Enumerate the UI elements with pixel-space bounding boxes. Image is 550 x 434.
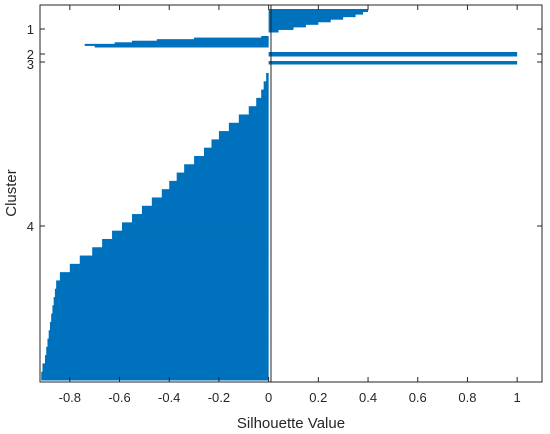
silhouette-bar xyxy=(141,205,269,215)
silhouette-bar xyxy=(51,313,269,323)
silhouette-bar xyxy=(266,73,269,82)
y-axis-label: Cluster xyxy=(3,169,20,217)
x-axis-ticks: -0.8 -0.6 -0.4 -0.2 0 0.2 0.4 0.6 0.8 1 xyxy=(59,5,521,405)
silhouette-bar xyxy=(176,172,269,182)
silhouette-bar xyxy=(102,238,269,248)
silhouette-bar xyxy=(47,338,269,348)
y-tick-label: 4 xyxy=(27,219,34,234)
y-tick-label: 3 xyxy=(27,57,34,72)
x-tick-label: 0.2 xyxy=(309,390,327,405)
silhouette-bar xyxy=(52,305,269,315)
silhouette-bar xyxy=(268,19,331,23)
x-tick-label: 0.8 xyxy=(458,390,476,405)
silhouette-bar xyxy=(194,37,269,40)
silhouette-bar xyxy=(263,81,269,91)
plot-frame xyxy=(39,4,543,383)
silhouette-bar xyxy=(268,29,279,33)
silhouette-bar xyxy=(46,346,269,356)
x-axis-label: Silhouette Value xyxy=(237,415,345,432)
silhouette-bar xyxy=(161,189,269,198)
silhouette-bar xyxy=(59,272,269,281)
x-tick-label: -0.8 xyxy=(59,390,81,405)
silhouette-bar xyxy=(268,24,306,28)
silhouette-bar xyxy=(268,21,319,25)
silhouette-bar xyxy=(42,363,269,373)
x-tick-label: 0.6 xyxy=(409,390,427,405)
silhouette-bar xyxy=(238,114,269,124)
y-axis-ticks: 1 23 4 xyxy=(27,22,542,234)
silhouette-bar xyxy=(69,263,269,273)
x-tick-label: -0.2 xyxy=(208,390,230,405)
silhouette-bar xyxy=(56,280,269,290)
silhouette-bar xyxy=(268,26,294,30)
silhouette-bar xyxy=(114,42,269,45)
silhouette-bar xyxy=(151,197,269,207)
silhouette-bar xyxy=(248,106,269,115)
silhouette-bar xyxy=(194,155,269,165)
x-tick-label: -0.6 xyxy=(108,390,130,405)
silhouette-bar xyxy=(184,164,269,174)
silhouette-bar xyxy=(112,230,269,240)
silhouette-bar xyxy=(92,247,269,257)
silhouette-bar xyxy=(44,355,269,364)
silhouette-bar xyxy=(218,131,269,140)
silhouette-bar xyxy=(122,222,269,232)
silhouette-bar xyxy=(131,214,269,223)
x-tick-label: 0.4 xyxy=(359,390,377,405)
silhouette-bar xyxy=(94,45,269,48)
silhouette-bar xyxy=(268,11,364,15)
silhouette-bar xyxy=(156,39,269,42)
y-tick-label: 1 xyxy=(27,22,34,37)
silhouette-bar xyxy=(48,330,269,340)
silhouette-bar xyxy=(204,147,269,157)
silhouette-bar xyxy=(268,61,518,65)
silhouette-bar xyxy=(261,89,269,99)
x-tick-label: 1 xyxy=(514,390,521,405)
silhouette-bar xyxy=(211,139,269,149)
silhouette-bar xyxy=(41,371,269,381)
silhouette-bar xyxy=(169,180,269,190)
x-tick-label: -0.4 xyxy=(158,390,180,405)
silhouette-bar xyxy=(268,14,356,18)
silhouette-bar xyxy=(256,97,269,107)
silhouette-bar xyxy=(53,297,269,306)
silhouette-bar xyxy=(268,16,344,20)
silhouette-bar xyxy=(268,52,518,57)
bars-group xyxy=(41,9,518,381)
silhouette-bar xyxy=(131,40,269,43)
silhouette-bar xyxy=(261,36,269,39)
silhouette-bar xyxy=(54,288,269,298)
silhouette-bar xyxy=(49,321,269,331)
y-tick-label: 2 xyxy=(27,47,34,62)
silhouette-bar xyxy=(84,43,269,46)
silhouette-bar xyxy=(79,255,269,265)
x-tick-label: 0 xyxy=(265,390,272,405)
silhouette-bar xyxy=(228,122,269,132)
silhouette-bar xyxy=(268,9,369,13)
